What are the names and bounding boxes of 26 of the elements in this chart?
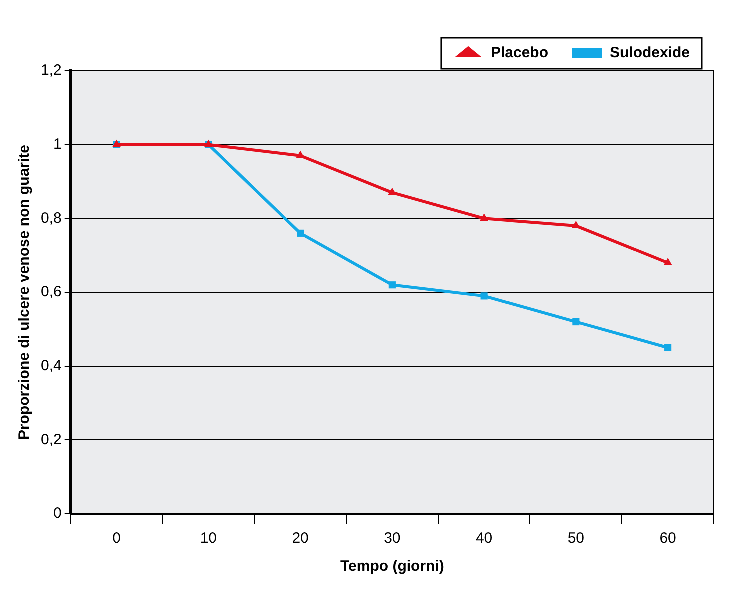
x-tick-label: 30	[384, 530, 401, 548]
point	[388, 188, 397, 196]
point	[480, 292, 488, 300]
x-tick-label: 50	[568, 530, 585, 548]
y-tick-label: 0	[54, 505, 62, 522]
x-tick-label: 60	[660, 530, 676, 548]
y-tick-label: 0,6	[40, 284, 62, 301]
legend-label: Placebo	[490, 44, 548, 62]
legend-label: Sulodexide	[610, 44, 690, 62]
y-tick-label: 1	[54, 136, 62, 153]
x-tick-label: 20	[292, 530, 309, 548]
y-tick-label: 1,2	[40, 62, 62, 80]
x-tick-label: 0	[112, 530, 121, 548]
point	[480, 214, 489, 222]
point	[297, 230, 304, 237]
y-tick-label: 0,2	[40, 431, 62, 448]
x-tick-label: 40	[476, 530, 493, 548]
y-tick-label: 0,8	[40, 210, 62, 227]
y-tick-label: 0,4	[40, 357, 62, 374]
y-axis-title: Proporzione di ulcere venose non guarite	[16, 144, 34, 440]
x-axis-title: Tempo (giorni)	[340, 558, 444, 576]
point	[664, 344, 672, 352]
point	[388, 282, 396, 289]
point	[572, 318, 580, 326]
x-tick-label: 10	[200, 530, 218, 548]
point	[664, 258, 672, 266]
